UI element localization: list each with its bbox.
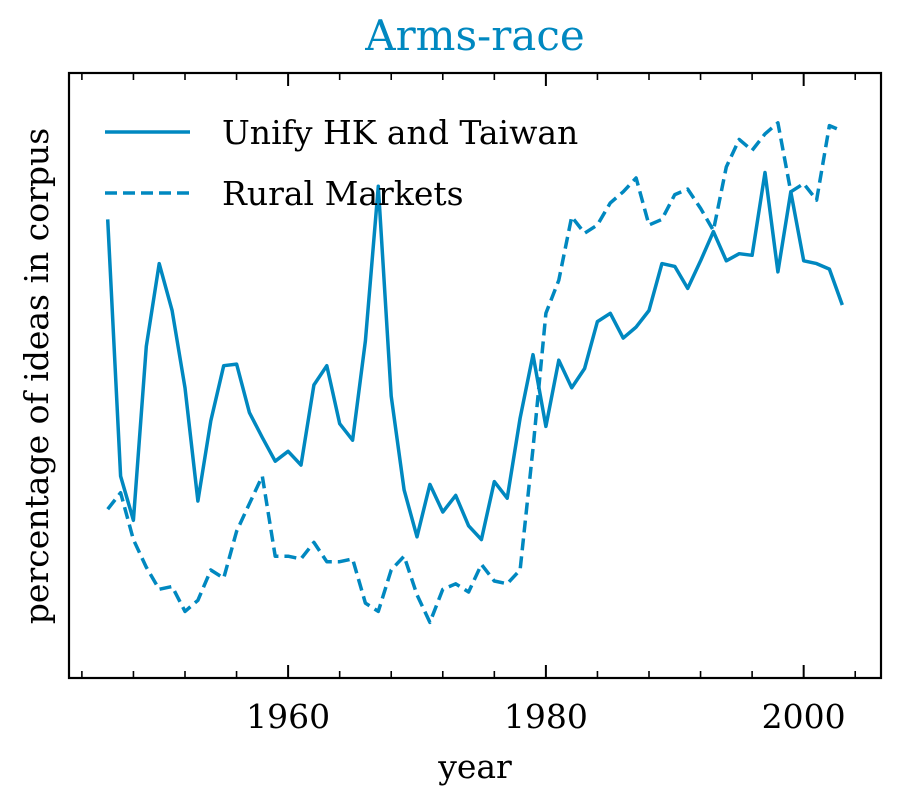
plot-area	[105, 121, 844, 625]
x-tick-label: 1960	[246, 697, 330, 736]
series-line-unify-hk-and-taiwan	[105, 170, 844, 542]
x-axis-label: year	[437, 747, 512, 786]
x-tick-label: 2000	[762, 697, 846, 736]
y-axis-label: percentage of ideas in corpus	[17, 128, 56, 624]
plot-frame	[67, 71, 883, 680]
legend: Unify HK and Taiwan Rural Markets	[105, 113, 578, 213]
chart-title: Arms-race	[364, 11, 584, 60]
legend-label-unify-hk-and-taiwan: Unify HK and Taiwan	[222, 113, 578, 152]
axis-ticks: 1960 1980 2000	[81, 73, 857, 736]
legend-label-rural-markets: Rural Markets	[222, 174, 464, 213]
series-line-rural-markets	[106, 121, 843, 625]
x-tick-label: 1980	[504, 697, 588, 736]
